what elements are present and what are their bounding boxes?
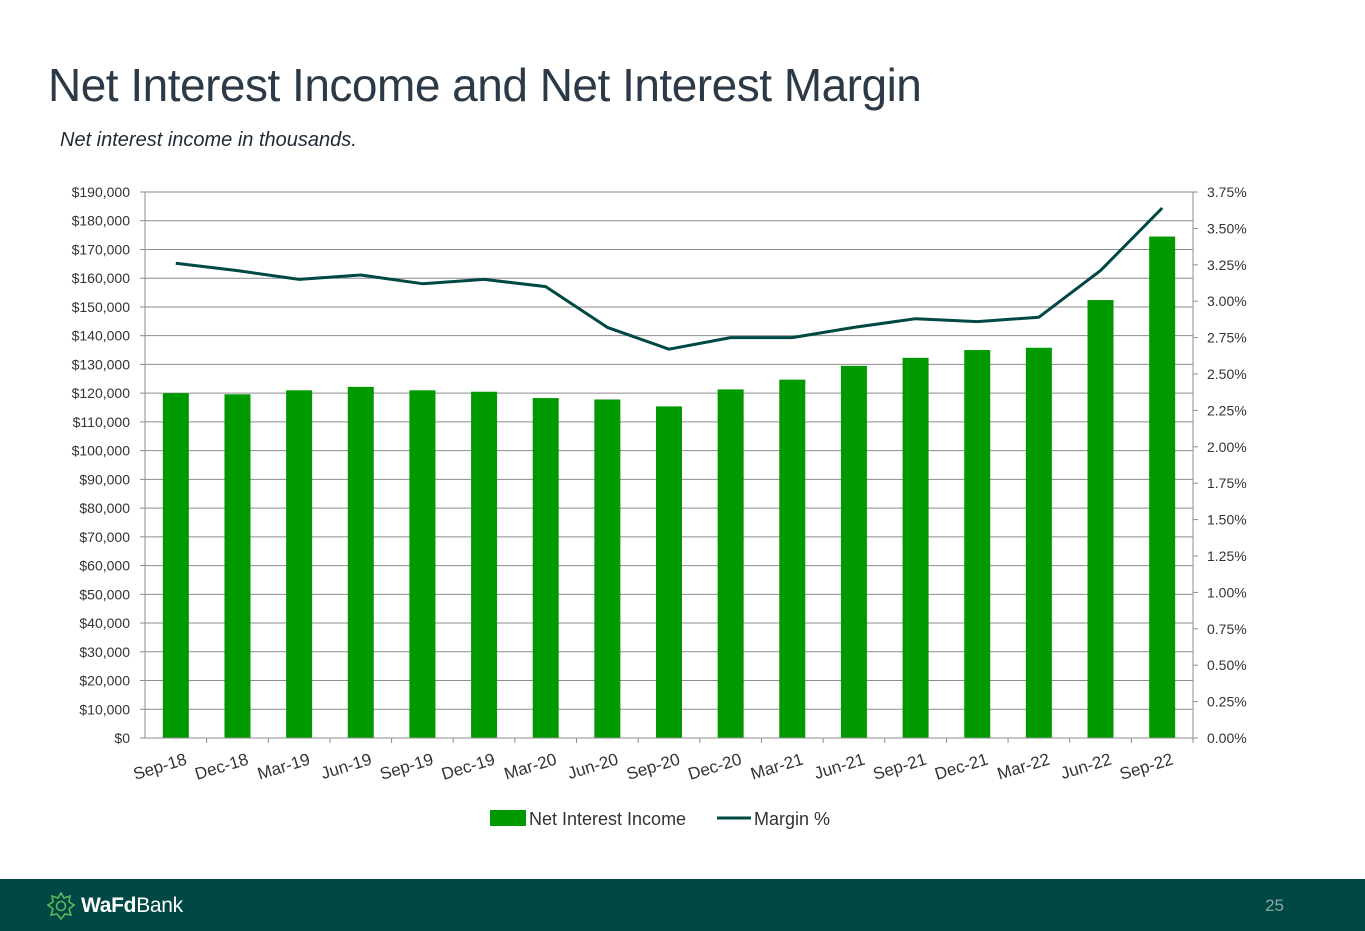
right-axis-tick-label: 1.25% bbox=[1207, 548, 1247, 564]
legend-label-margin: Margin % bbox=[754, 809, 830, 829]
x-axis-tick-label: Sep-22 bbox=[1117, 750, 1175, 784]
x-axis-tick-label: Sep-19 bbox=[378, 750, 436, 784]
left-axis-tick-label: $40,000 bbox=[79, 615, 130, 631]
right-axis-tick-label: 1.50% bbox=[1207, 512, 1247, 528]
x-axis-tick-label: Dec-19 bbox=[439, 750, 497, 784]
x-axis-tick-label: Dec-18 bbox=[193, 750, 251, 784]
bar bbox=[162, 393, 189, 738]
right-axis-tick-label: 1.75% bbox=[1207, 475, 1247, 491]
wafd-bank-logo: WaFdBank bbox=[46, 891, 183, 921]
right-axis-tick-label: 0.25% bbox=[1207, 694, 1247, 710]
right-axis-tick-label: 2.75% bbox=[1207, 330, 1247, 346]
bar bbox=[902, 357, 929, 738]
left-axis-tick-label: $120,000 bbox=[72, 385, 131, 401]
chart: $0 $10,000 $20,000 $30,000 $40,000 $50,000 $60… bbox=[72, 184, 1247, 829]
bar bbox=[1025, 347, 1052, 738]
left-axis-tick-label: $190,000 bbox=[72, 184, 131, 200]
bar bbox=[286, 390, 313, 738]
left-axis-tick-label: $30,000 bbox=[79, 644, 130, 660]
left-axis-tick-label: $70,000 bbox=[79, 529, 130, 545]
right-axis-tick-label: 2.50% bbox=[1207, 366, 1247, 382]
bar bbox=[409, 390, 436, 738]
left-axis-tick-label: $10,000 bbox=[79, 701, 130, 717]
right-axis-tick-label: 0.75% bbox=[1207, 621, 1247, 637]
footer-bar: WaFdBank 25 bbox=[0, 879, 1365, 931]
right-axis-tick-label: 3.50% bbox=[1207, 220, 1247, 236]
right-axis-tick-label: 3.25% bbox=[1207, 257, 1247, 273]
left-axis-tick-label: $130,000 bbox=[72, 356, 131, 372]
x-axis-tick-label: Mar-22 bbox=[995, 750, 1052, 784]
bar bbox=[840, 365, 867, 738]
x-axis-tick-label: Jun-20 bbox=[565, 750, 620, 783]
page-title: Net Interest Income and Net Interest Mar… bbox=[48, 59, 922, 111]
bar bbox=[347, 386, 374, 738]
x-axis-tick-label: Dec-20 bbox=[686, 750, 744, 784]
bar bbox=[964, 350, 991, 738]
left-axis-tick-label: $170,000 bbox=[72, 241, 131, 257]
x-axis-tick-label: Mar-21 bbox=[748, 750, 805, 784]
x-axis-tick-label: Jun-21 bbox=[812, 750, 867, 783]
left-axis-tick-label: $0 bbox=[114, 730, 130, 746]
x-axis-tick-label: Jun-22 bbox=[1058, 750, 1113, 783]
x-axis-tick-label: Dec-21 bbox=[932, 750, 990, 784]
bar bbox=[717, 389, 744, 738]
bar bbox=[224, 394, 251, 738]
left-axis-tick-label: $90,000 bbox=[79, 471, 130, 487]
right-axis-tick-label: 3.00% bbox=[1207, 293, 1247, 309]
x-axis-tick-label: Jun-19 bbox=[319, 750, 374, 783]
right-axis-tick-label: 0.00% bbox=[1207, 730, 1247, 746]
bar bbox=[594, 399, 621, 738]
left-axis-tick-label: $80,000 bbox=[79, 500, 130, 516]
left-axis-tick-label: $160,000 bbox=[72, 270, 131, 286]
left-axis-tick-label: $50,000 bbox=[79, 586, 130, 602]
logo-regular: Bank bbox=[136, 894, 183, 917]
left-axis-tick-label: $140,000 bbox=[72, 328, 131, 344]
bar bbox=[532, 398, 559, 738]
bar bbox=[1149, 236, 1176, 738]
left-axis-tick-label: $60,000 bbox=[79, 558, 130, 574]
bar bbox=[1087, 300, 1114, 738]
right-axis-tick-label: 0.50% bbox=[1207, 657, 1247, 673]
left-axis-tick-label: $20,000 bbox=[79, 673, 130, 689]
x-axis-tick-label: Sep-18 bbox=[131, 750, 189, 784]
right-axis-tick-label: 2.25% bbox=[1207, 402, 1247, 418]
left-axis-tick-label: $150,000 bbox=[72, 299, 131, 315]
right-axis-tick-label: 2.00% bbox=[1207, 439, 1247, 455]
chart-subtitle: Net interest income in thousands. bbox=[60, 129, 357, 151]
bar bbox=[779, 379, 806, 738]
left-axis-tick-label: $110,000 bbox=[73, 414, 131, 430]
bar bbox=[471, 391, 498, 738]
left-axis-tick-label: $180,000 bbox=[72, 213, 131, 229]
right-axis-tick-label: 1.00% bbox=[1207, 584, 1247, 600]
x-axis-tick-label: Mar-19 bbox=[255, 750, 312, 784]
logo-bold: WaFd bbox=[81, 894, 137, 917]
x-axis-tick-label: Mar-20 bbox=[502, 750, 559, 784]
wafd-leaf-icon bbox=[46, 891, 76, 921]
x-axis-tick-label: Sep-21 bbox=[871, 750, 929, 784]
x-axis-tick-label: Sep-20 bbox=[624, 750, 682, 784]
legend-swatch-bar bbox=[490, 810, 526, 826]
left-axis-tick-label: $100,000 bbox=[72, 443, 131, 459]
page-number: 25 bbox=[1265, 896, 1284, 915]
legend-label-net-interest-income: Net Interest Income bbox=[529, 809, 686, 829]
bar bbox=[656, 406, 682, 738]
right-axis-tick-label: 3.75% bbox=[1207, 184, 1247, 200]
logo-text: WaFdBank bbox=[81, 894, 183, 918]
